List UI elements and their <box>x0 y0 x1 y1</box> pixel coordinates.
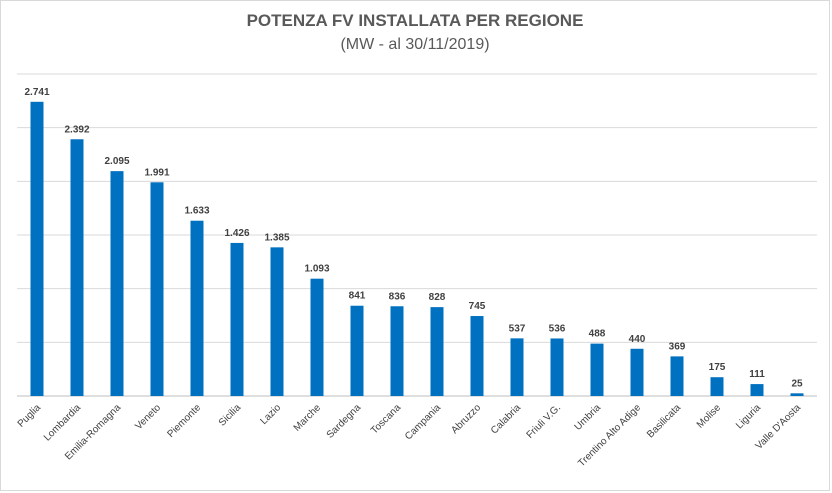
category-label: Sicilia <box>217 402 244 429</box>
category-label: Puglia <box>16 402 44 430</box>
bar <box>30 101 44 397</box>
category-label: Lazio <box>258 402 283 427</box>
category-label: Abruzzo <box>449 402 483 436</box>
category-label: Piemonte <box>165 402 203 440</box>
bar <box>470 316 484 396</box>
bar <box>230 242 244 396</box>
data-label: 175 <box>709 362 726 373</box>
category-label: Calabria <box>489 402 523 436</box>
bar <box>750 384 764 396</box>
category-label: Lombardia <box>42 402 83 443</box>
category-label: Veneto <box>133 402 163 432</box>
data-label: 25 <box>791 378 803 389</box>
data-label: 440 <box>629 334 646 345</box>
bar <box>110 171 124 396</box>
chart-subtitle: (MW - al 30/11/2019) <box>340 36 490 53</box>
bar <box>790 393 804 396</box>
data-label: 111 <box>749 369 765 380</box>
bar <box>630 348 644 396</box>
category-label: Marche <box>292 402 324 434</box>
bar <box>710 377 724 396</box>
data-label: 1.426 <box>224 228 249 239</box>
data-label: 2.392 <box>64 124 89 135</box>
chart-title: POTENZA FV INSTALLATA PER REGIONE <box>246 11 584 30</box>
bar <box>350 305 364 396</box>
bar <box>190 220 204 396</box>
data-label: 537 <box>509 323 526 334</box>
bar <box>550 338 564 396</box>
data-label: 1.991 <box>144 167 169 178</box>
category-label: Molise <box>695 402 724 431</box>
bar <box>390 306 404 396</box>
data-label: 2.095 <box>104 156 129 167</box>
bar <box>150 182 164 396</box>
data-label: 488 <box>589 329 606 340</box>
data-label: 828 <box>429 292 446 303</box>
bar <box>270 247 284 396</box>
category-label: Friuli V.G. <box>525 402 564 441</box>
category-label: Sardegna <box>325 402 364 441</box>
data-label: 836 <box>389 291 406 302</box>
bar <box>510 338 524 396</box>
category-label: Basilicata <box>645 402 683 440</box>
bar <box>70 139 84 396</box>
bar <box>310 278 324 396</box>
data-label: 2.741 <box>24 87 49 98</box>
data-label: 536 <box>549 323 566 334</box>
bar <box>670 356 684 396</box>
data-label: 1.093 <box>304 264 329 275</box>
bar <box>590 343 604 396</box>
data-label: 841 <box>349 291 366 302</box>
data-label: 745 <box>469 301 486 312</box>
bar <box>430 307 444 396</box>
data-label: 369 <box>669 341 686 352</box>
data-label: 1.633 <box>184 206 209 217</box>
category-label: Umbria <box>573 402 604 433</box>
data-label: 1.385 <box>264 232 289 243</box>
category-label: Liguria <box>734 402 763 431</box>
category-label: Toscana <box>369 402 403 436</box>
category-label: Campania <box>403 402 443 442</box>
